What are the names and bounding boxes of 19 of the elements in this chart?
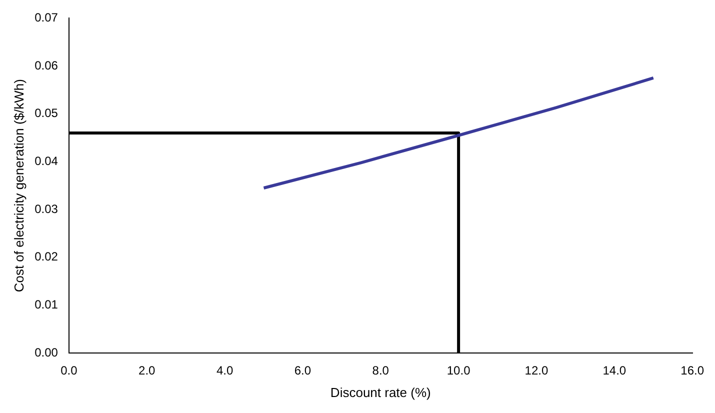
y-tick-label: 0.05	[34, 106, 58, 120]
y-tick-label: 0.00	[34, 345, 58, 360]
x-tick-label: 16.0	[680, 364, 704, 378]
x-tick-label: 6.0	[294, 364, 312, 378]
y-tick-label: 0.03	[34, 202, 58, 216]
x-axis-title: Discount rate (%)	[330, 384, 431, 400]
y-tick-label: 0.04	[34, 154, 58, 168]
y-tick-label: 0.02	[34, 250, 58, 264]
y-tick-label: 0.01	[34, 297, 58, 312]
x-tick-label: 14.0	[602, 364, 626, 378]
x-tick-label: 0.0	[60, 364, 78, 378]
x-tick-label: 2.0	[138, 364, 156, 378]
x-tick-label: 12.0	[524, 364, 548, 378]
y-tick-label: 0.07	[34, 10, 58, 25]
x-tick-label: 10.0	[446, 364, 471, 378]
y-tick-label: 0.06	[34, 58, 58, 72]
x-tick-label: 8.0	[372, 364, 390, 378]
y-axis-title: Cost of electricity generation ($/kWh)	[11, 79, 26, 292]
x-tick-label: 4.0	[216, 364, 234, 378]
